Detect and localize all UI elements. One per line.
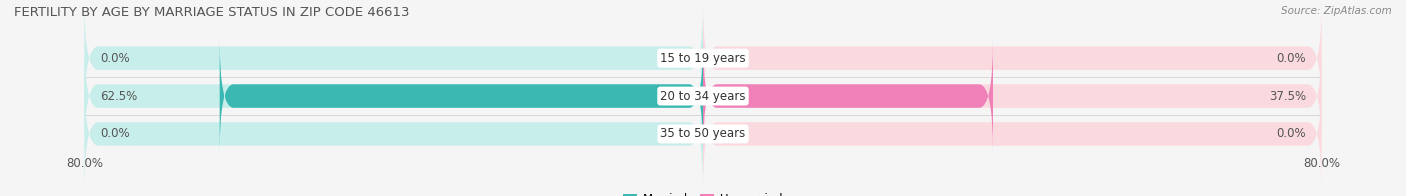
FancyBboxPatch shape (84, 2, 703, 115)
FancyBboxPatch shape (219, 40, 703, 152)
Text: 15 to 19 years: 15 to 19 years (661, 52, 745, 65)
Text: 20 to 34 years: 20 to 34 years (661, 90, 745, 103)
FancyBboxPatch shape (703, 40, 1322, 152)
FancyBboxPatch shape (84, 40, 703, 152)
FancyBboxPatch shape (703, 2, 1322, 115)
Text: FERTILITY BY AGE BY MARRIAGE STATUS IN ZIP CODE 46613: FERTILITY BY AGE BY MARRIAGE STATUS IN Z… (14, 6, 409, 19)
Text: 0.0%: 0.0% (100, 127, 129, 140)
FancyBboxPatch shape (703, 40, 993, 152)
Text: Source: ZipAtlas.com: Source: ZipAtlas.com (1281, 6, 1392, 16)
Text: 0.0%: 0.0% (1277, 127, 1306, 140)
Text: 37.5%: 37.5% (1270, 90, 1306, 103)
Text: 0.0%: 0.0% (100, 52, 129, 65)
Text: 0.0%: 0.0% (1277, 52, 1306, 65)
Text: 35 to 50 years: 35 to 50 years (661, 127, 745, 140)
Legend: Married, Unmarried: Married, Unmarried (623, 193, 783, 196)
FancyBboxPatch shape (703, 77, 1322, 190)
Text: 62.5%: 62.5% (100, 90, 136, 103)
FancyBboxPatch shape (84, 77, 703, 190)
